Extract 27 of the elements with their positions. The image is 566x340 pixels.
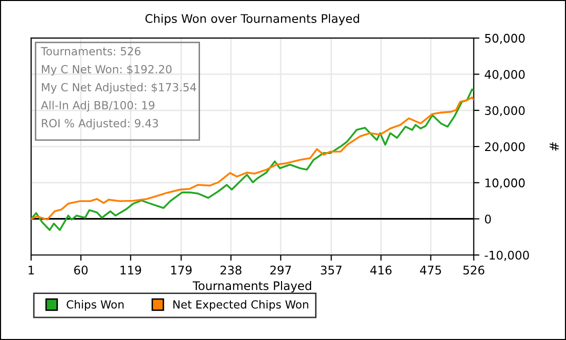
y-tick-label: 10,000 bbox=[485, 178, 525, 189]
annotation: ROI % Adjusted: 9.43 bbox=[42, 118, 158, 130]
annotation: My C Net Adjusted: $173.54 bbox=[42, 82, 196, 94]
y-tick-label: 0 bbox=[484, 214, 491, 224]
x-tick-label: 119 bbox=[120, 266, 142, 275]
y-axis-title: # bbox=[550, 142, 559, 151]
y-tick-label: -10,000 bbox=[484, 250, 529, 261]
annotation: All-In Adj BB/100: 19 bbox=[40, 100, 154, 112]
y-tick-label: 50,000 bbox=[485, 34, 525, 44]
x-tick-label: 238 bbox=[220, 266, 242, 275]
legend-label: Net Expected Chips Won bbox=[173, 300, 308, 311]
x-tick-label: 179 bbox=[171, 266, 192, 275]
chart-title: Chips Won over Tournaments Played bbox=[145, 14, 360, 26]
x-tick-label: 60 bbox=[74, 266, 88, 275]
annotation: Tournaments: 526 bbox=[40, 47, 140, 56]
legend-label: Chips Won bbox=[66, 300, 124, 311]
y-tick-label: 40,000 bbox=[484, 70, 525, 80]
x-tick-label: 297 bbox=[270, 266, 291, 275]
x-tick-label: 416 bbox=[370, 266, 392, 275]
y-tick-label: 30,000 bbox=[485, 106, 525, 116]
x-tick-label: 1 bbox=[28, 266, 34, 274]
x-axis-title: Tournaments Played bbox=[192, 281, 312, 292]
x-tick-label: 526 bbox=[463, 266, 484, 275]
y-tick-label: 20,000 bbox=[485, 142, 525, 152]
x-tick-label: 475 bbox=[420, 266, 441, 275]
x-tick-label: 357 bbox=[320, 266, 342, 275]
annotation: My C Net Won: $192.20 bbox=[42, 64, 172, 76]
